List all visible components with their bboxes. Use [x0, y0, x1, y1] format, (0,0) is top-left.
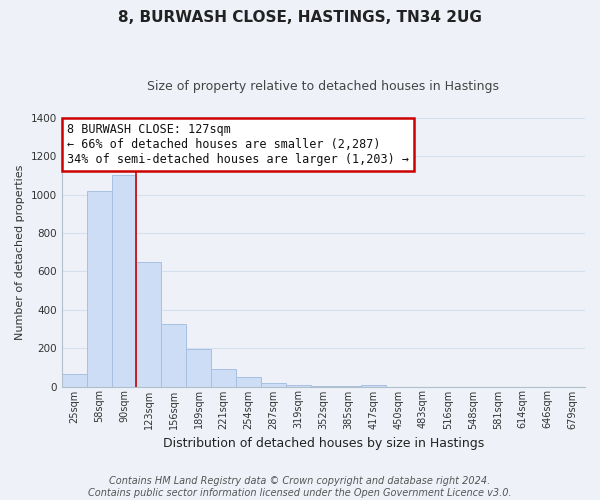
Text: 8 BURWASH CLOSE: 127sqm
← 66% of detached houses are smaller (2,287)
34% of semi: 8 BURWASH CLOSE: 127sqm ← 66% of detache… [67, 123, 409, 166]
Bar [62, 374, 86, 386]
Text: Contains HM Land Registry data © Crown copyright and database right 2024.
Contai: Contains HM Land Registry data © Crown c… [88, 476, 512, 498]
Bar [286, 385, 311, 386]
Bar [86, 190, 112, 386]
Text: 8, BURWASH CLOSE, HASTINGS, TN34 2UG: 8, BURWASH CLOSE, HASTINGS, TN34 2UG [118, 10, 482, 25]
Bar [261, 382, 286, 386]
Bar [161, 324, 186, 386]
X-axis label: Distribution of detached houses by size in Hastings: Distribution of detached houses by size … [163, 437, 484, 450]
Bar [136, 262, 161, 386]
Bar [361, 384, 386, 386]
Bar [112, 176, 136, 386]
Y-axis label: Number of detached properties: Number of detached properties [15, 164, 25, 340]
Bar [236, 378, 261, 386]
Bar [211, 369, 236, 386]
Bar [186, 349, 211, 387]
Title: Size of property relative to detached houses in Hastings: Size of property relative to detached ho… [148, 80, 499, 93]
